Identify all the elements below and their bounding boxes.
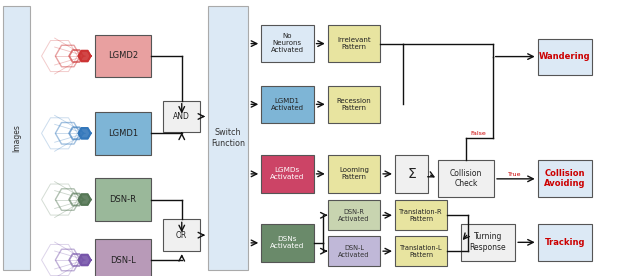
FancyBboxPatch shape	[261, 25, 314, 62]
Text: LGMD2: LGMD2	[108, 51, 138, 60]
Text: Irrelevant
Pattern: Irrelevant Pattern	[337, 37, 371, 50]
FancyBboxPatch shape	[163, 101, 200, 132]
FancyBboxPatch shape	[395, 236, 447, 266]
Text: Collision
Check: Collision Check	[450, 169, 482, 189]
FancyBboxPatch shape	[328, 86, 380, 123]
Text: Σ: Σ	[407, 167, 416, 181]
Polygon shape	[79, 255, 91, 265]
FancyBboxPatch shape	[261, 86, 314, 123]
Text: Tracking: Tracking	[545, 238, 585, 247]
Text: Translation-L
Pattern: Translation-L Pattern	[400, 245, 442, 258]
Text: DSN-L
Activated: DSN-L Activated	[338, 245, 370, 258]
FancyBboxPatch shape	[438, 160, 494, 197]
Text: LGMDs
Activated: LGMDs Activated	[270, 167, 305, 181]
Text: LGMD1: LGMD1	[108, 129, 138, 138]
FancyBboxPatch shape	[163, 219, 200, 251]
FancyBboxPatch shape	[328, 155, 380, 193]
FancyBboxPatch shape	[95, 239, 151, 276]
FancyBboxPatch shape	[261, 224, 314, 262]
Text: DSN-R: DSN-R	[109, 195, 136, 204]
Text: Images: Images	[12, 124, 21, 152]
FancyBboxPatch shape	[261, 155, 314, 193]
FancyBboxPatch shape	[328, 236, 380, 266]
Text: Turning
Response: Turning Response	[470, 232, 506, 252]
Polygon shape	[79, 51, 91, 61]
Text: No
Neurons
Activated: No Neurons Activated	[271, 33, 304, 54]
Text: Translation-R
Pattern: Translation-R Pattern	[399, 209, 443, 222]
Text: OR: OR	[176, 231, 187, 240]
Polygon shape	[79, 128, 91, 139]
Text: AND: AND	[173, 112, 190, 121]
Text: DSNs
Activated: DSNs Activated	[270, 236, 305, 250]
FancyBboxPatch shape	[461, 224, 515, 261]
FancyBboxPatch shape	[395, 155, 428, 193]
Text: DSN-L: DSN-L	[110, 256, 136, 265]
FancyBboxPatch shape	[538, 160, 592, 197]
Text: False: False	[471, 131, 486, 136]
FancyBboxPatch shape	[95, 112, 151, 155]
Text: LGMD1
Activated: LGMD1 Activated	[271, 98, 304, 111]
Text: True: True	[508, 172, 522, 177]
FancyBboxPatch shape	[95, 178, 151, 221]
FancyBboxPatch shape	[538, 39, 592, 75]
FancyBboxPatch shape	[3, 6, 30, 270]
FancyBboxPatch shape	[538, 224, 592, 261]
Text: Collision
Avoiding: Collision Avoiding	[544, 169, 586, 189]
FancyBboxPatch shape	[328, 25, 380, 62]
Text: Recession
Pattern: Recession Pattern	[337, 98, 371, 111]
Polygon shape	[79, 194, 91, 205]
Text: Switch
Function: Switch Function	[211, 128, 245, 148]
FancyBboxPatch shape	[95, 34, 151, 77]
FancyBboxPatch shape	[328, 200, 380, 230]
Text: Wandering: Wandering	[539, 52, 591, 61]
FancyBboxPatch shape	[395, 200, 447, 230]
FancyBboxPatch shape	[208, 6, 248, 270]
Text: Looming
Pattern: Looming Pattern	[339, 167, 369, 181]
Text: DSN-R
Activated: DSN-R Activated	[338, 209, 370, 222]
